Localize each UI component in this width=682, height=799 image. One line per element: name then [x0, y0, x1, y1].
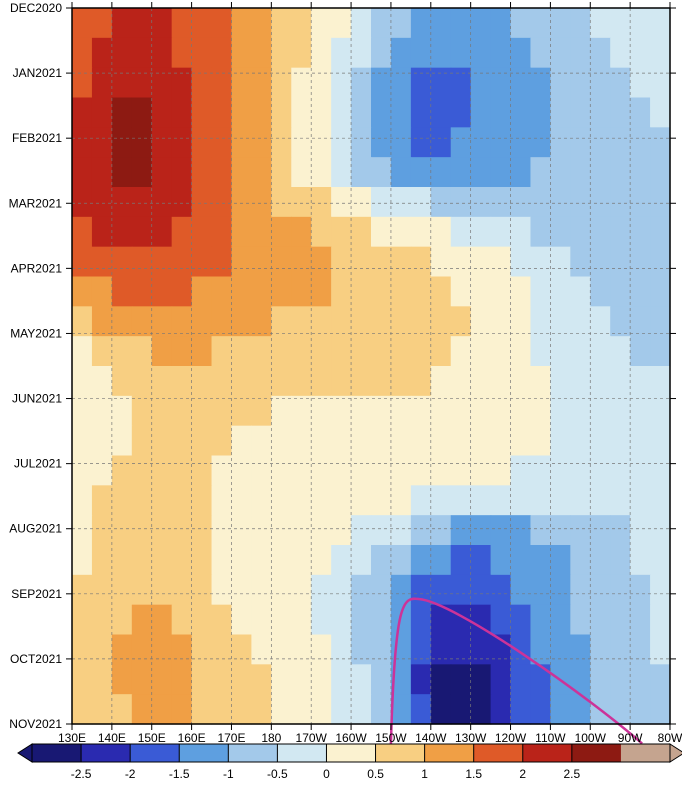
hovmoller-chart: 130E 140E 150E 160E 170E 180 170W 160W 150W 140W 1…: [0, 0, 682, 799]
colorbar-tick-label: 2: [519, 767, 526, 781]
colorbar-tick-label: -1: [223, 767, 234, 781]
x-tick-label: 160E: [178, 731, 206, 745]
x-tick-label: 90W: [618, 731, 643, 745]
x-tick-label: 120W: [495, 731, 527, 745]
colorbar-tick-label: -2: [125, 767, 136, 781]
colorbar-tick-label: 1.5: [465, 767, 482, 781]
y-tick-label: APR2021: [11, 261, 63, 275]
colorbar-tick-label: 0.5: [367, 767, 384, 781]
colorbar-tick-label: -1.5: [169, 767, 190, 781]
y-tick-label: FEB2021: [12, 131, 62, 145]
x-tick-label: 160W: [335, 731, 367, 745]
y-tick-label: MAY2021: [10, 326, 62, 340]
x-tick-label: 140E: [98, 731, 126, 745]
colorbar-tick-label: -0.5: [267, 767, 288, 781]
x-tick-label: 130E: [58, 731, 86, 745]
y-tick-label: MAR2021: [9, 196, 63, 210]
x-tick-label: 110W: [535, 731, 566, 745]
y-tick-label: SEP2021: [11, 587, 62, 601]
chart-svg: 130E 140E 150E 160E 170E 180 170W 160W 150W 140W 1…: [0, 0, 682, 799]
colorbar-tick-label: 2.5: [564, 767, 581, 781]
colorbar-tick-label: -2.5: [71, 767, 92, 781]
x-tick-label: 180: [261, 731, 281, 745]
y-tick-label: OCT2021: [10, 652, 62, 666]
colorbar-tick-label: 1: [421, 767, 428, 781]
x-tick-label: 100W: [575, 731, 607, 745]
x-tick-label: 140W: [415, 731, 447, 745]
x-tick-label: 130W: [455, 731, 487, 745]
x-tick-label: 170E: [217, 731, 245, 745]
y-tick-label: JUN2021: [12, 392, 62, 406]
y-tick-label: AUG2021: [9, 522, 62, 536]
colorbar: -2.5 -2 -1.5 -1 -0.5 0 0.5 1 1.5 2 2.5: [18, 744, 682, 781]
y-tick-label: DEC2020: [10, 1, 62, 15]
y-tick-label: NOV2021: [9, 717, 62, 731]
x-tick-label: 150E: [138, 731, 166, 745]
x-tick-label: 170W: [296, 731, 328, 745]
heatmap-cells: [72, 8, 671, 725]
x-tick-label: 150W: [375, 731, 407, 745]
colorbar-tick-label: 0: [323, 767, 330, 781]
y-tick-label: JAN2021: [13, 66, 63, 80]
y-tick-label: JUL2021: [14, 457, 62, 471]
x-tick-label: 80W: [658, 731, 682, 745]
